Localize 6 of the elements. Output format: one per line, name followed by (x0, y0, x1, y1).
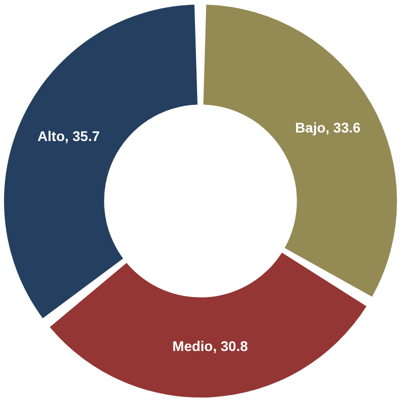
data-label: , 30.8 (212, 338, 248, 354)
data-label: , 33.6 (326, 120, 361, 136)
slice-label: Alto (38, 128, 65, 144)
data-label: , 35.7 (64, 128, 100, 144)
slice-label: Medio (172, 338, 213, 354)
slice-label: Bajo (295, 120, 326, 136)
